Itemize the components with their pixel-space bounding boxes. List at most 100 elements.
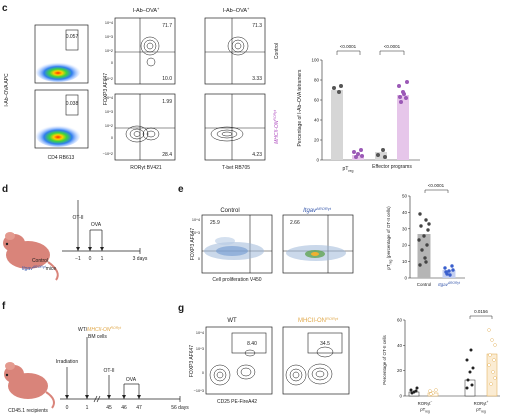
data-point (419, 224, 423, 228)
e-itgav-title: ItgavΔRORγt (303, 206, 332, 214)
gate-value-mhc: 0.038 (66, 101, 79, 107)
svg-text:0: 0 (202, 371, 204, 375)
data-point (443, 266, 447, 270)
ytick-label: 30 (402, 226, 408, 231)
ytick-label: 0 (399, 394, 402, 399)
data-point (424, 260, 428, 264)
data-point (423, 256, 427, 260)
data-point (415, 386, 419, 390)
svg-text:47: 47 (136, 405, 142, 411)
f-bm-cells: BM cells (88, 334, 107, 340)
data-point (409, 388, 413, 392)
x-axis-rorgt: RORγt BV421 (130, 165, 162, 171)
ytick-label: 80 (314, 78, 320, 83)
y-axis-foxp3-c: FOXP3 AF647 (103, 73, 109, 105)
data-point (469, 348, 473, 352)
data-point (488, 353, 492, 357)
bar-chart-c: Percentage of I-Ab–OVA tetramers 100 80 60… (297, 44, 420, 173)
c-pval-1: <0.0001 (340, 44, 357, 49)
ytick-label: 50 (402, 194, 408, 199)
data-point (444, 270, 448, 274)
data-point (424, 218, 428, 222)
svg-text:1: 1 (86, 405, 89, 411)
data-point (414, 389, 418, 393)
f-ot-label: OT-II (103, 368, 114, 374)
e-control-title: Control (220, 208, 239, 214)
data-point (354, 155, 358, 159)
data-point (487, 328, 491, 332)
data-point (490, 338, 494, 342)
e-ylabel: FOXP3 AF647 (190, 228, 196, 260)
ytick-label: 20 (314, 138, 320, 143)
timeline-f: Irradiation WT/MHCII-ONRORγt BM cells OT… (56, 326, 189, 411)
svg-text:10^4: 10^4 (105, 96, 113, 100)
data-point (434, 388, 438, 392)
data-point (405, 80, 409, 84)
svg-text:56 days: 56 days (171, 405, 189, 411)
svg-text:0: 0 (198, 257, 200, 261)
svg-text:10^3: 10^3 (105, 35, 113, 39)
flow-plot-ror-control: 71.7 10.0 (114, 17, 176, 85)
f-irradiation: Irradiation (56, 359, 78, 365)
svg-text:−10^3: −10^3 (194, 389, 204, 393)
svg-text:46: 46 (121, 405, 127, 411)
svg-text:10^4: 10^4 (105, 21, 113, 25)
data-point (465, 358, 469, 362)
data-point (383, 155, 387, 159)
d-control-label: Control (32, 258, 48, 264)
data-point (427, 222, 431, 226)
svg-text:10^3: 10^3 (192, 231, 200, 235)
y-axis-ova-apc: I-Ab–OVA APC (4, 73, 10, 107)
data-point (420, 248, 424, 252)
g-xlabel: CD25 PE-FireA42 (217, 399, 257, 405)
bar (464, 379, 476, 397)
svg-text:4.23: 4.23 (252, 152, 262, 158)
flow-plot-tbet-mhc: 4.23 (204, 93, 266, 161)
data-point (493, 376, 497, 380)
bar (397, 95, 409, 160)
d-itgav-label: ItgavΔRORγtmice (22, 265, 56, 272)
flow-plot-g-mhc: 34.5 (282, 326, 350, 395)
g-mhc-title: MHCII-ONRORγt (298, 316, 339, 324)
data-point (450, 264, 454, 268)
data-point (337, 90, 341, 94)
data-point (470, 383, 474, 387)
svg-text:2.66: 2.66 (290, 220, 300, 226)
data-point (422, 234, 426, 238)
data-point (339, 84, 343, 88)
flow-plot-e-control: 25.9 (201, 214, 273, 274)
data-point (489, 382, 493, 386)
mouse-icon-d (3, 232, 59, 281)
data-point (466, 378, 470, 382)
e-pval: <0.0001 (428, 183, 445, 188)
data-point (448, 273, 452, 277)
data-point (468, 370, 472, 374)
e-cat-1: Control (417, 282, 432, 287)
data-point (487, 363, 491, 367)
svg-text:3.33: 3.33 (252, 76, 262, 82)
svg-text:34.5: 34.5 (320, 341, 330, 347)
data-point (418, 212, 422, 216)
data-point (417, 238, 421, 242)
flow-plot-ova-mhc: 0.038 (34, 89, 89, 149)
data-point (359, 148, 363, 152)
x-axis-cd4: CD4 RB613 (48, 155, 75, 161)
e-cat-2: ItgavΔRORγt (438, 281, 461, 287)
svg-text:10.0: 10.0 (162, 76, 172, 82)
data-point (399, 100, 403, 104)
flow-plot-e-itgav: 2.66 (282, 214, 354, 274)
svg-text:1: 1 (101, 256, 104, 262)
e-bar-ylabel: pTreg (percentage of OT-II cells) (386, 206, 393, 270)
data-point (410, 391, 414, 395)
col-header-ova-2: I-Ab–OVA+ (223, 6, 250, 14)
svg-text:10^3: 10^3 (105, 110, 113, 114)
data-point (360, 154, 364, 158)
svg-text:0: 0 (111, 136, 113, 140)
c-cat-1: pTreg (343, 166, 354, 173)
svg-text:10^2: 10^2 (105, 49, 113, 53)
panel-label-f: f (2, 301, 6, 312)
ytick-label: 20 (402, 243, 408, 248)
data-point (332, 86, 336, 90)
data-point (356, 152, 360, 156)
